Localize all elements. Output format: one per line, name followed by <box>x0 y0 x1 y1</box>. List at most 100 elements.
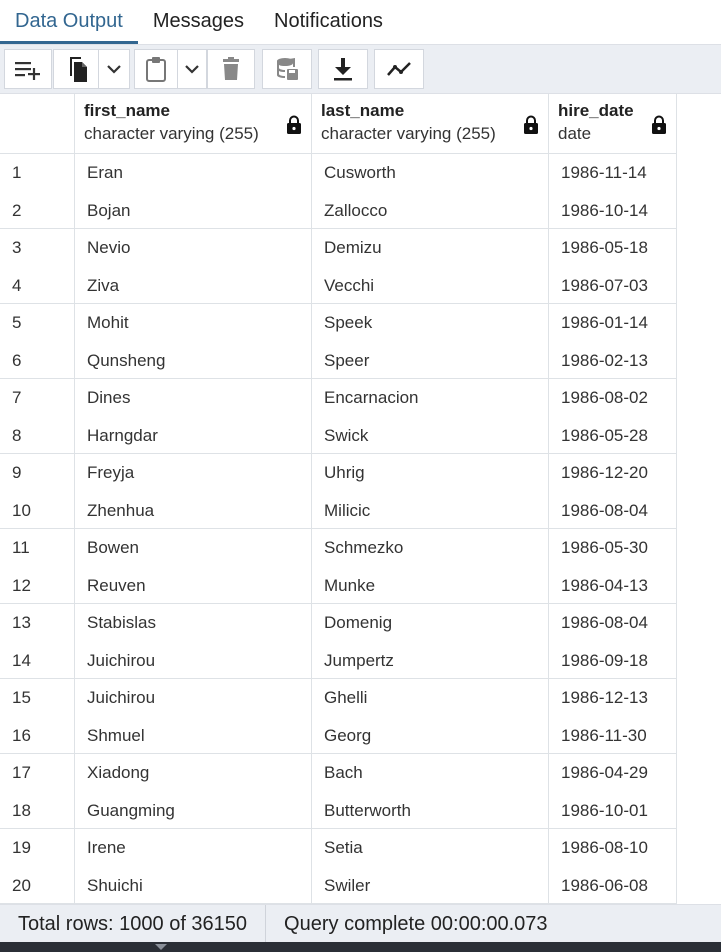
hire-date-cell[interactable]: 1986-09-18 <box>549 641 677 678</box>
row-number-cell[interactable]: 13 <box>0 604 75 642</box>
graph-visualiser-button[interactable] <box>374 49 424 89</box>
table-row[interactable]: 13 Stabislas Domenig 1986-08-04 <box>0 604 677 642</box>
last-name-cell[interactable]: Cusworth <box>312 154 549 192</box>
row-number-header[interactable] <box>0 94 75 154</box>
last-name-cell[interactable]: Speer <box>312 341 549 378</box>
row-number-cell[interactable]: 19 <box>0 829 75 867</box>
first-name-cell[interactable]: Shmuel <box>75 716 312 753</box>
table-row[interactable]: 11 Bowen Schmezko 1986-05-30 <box>0 529 677 567</box>
row-number-cell[interactable]: 4 <box>0 266 75 303</box>
last-name-cell[interactable]: Setia <box>312 829 549 867</box>
table-row[interactable]: 19 Irene Setia 1986-08-10 <box>0 829 677 867</box>
paste-options-dropdown[interactable] <box>177 49 207 89</box>
table-row[interactable]: 2 Bojan Zallocco 1986-10-14 <box>0 191 677 229</box>
tab-messages[interactable]: Messages <box>152 10 244 32</box>
last-name-cell[interactable]: Milicic <box>312 491 549 528</box>
table-row[interactable]: 6 Qunsheng Speer 1986-02-13 <box>0 341 677 379</box>
hire-date-cell[interactable]: 1986-05-18 <box>549 229 677 267</box>
paste-button[interactable] <box>134 49 178 89</box>
hire-date-cell[interactable]: 1986-08-10 <box>549 829 677 867</box>
row-number-cell[interactable]: 12 <box>0 566 75 603</box>
last-name-cell[interactable]: Swiler <box>312 866 549 903</box>
row-number-cell[interactable]: 6 <box>0 341 75 378</box>
first-name-cell[interactable]: Shuichi <box>75 866 312 903</box>
copy-button[interactable] <box>53 49 99 89</box>
first-name-cell[interactable]: Juichirou <box>75 641 312 678</box>
first-name-cell[interactable]: Stabislas <box>75 604 312 642</box>
table-row[interactable]: 3 Nevio Demizu 1986-05-18 <box>0 229 677 267</box>
first-name-cell[interactable]: Bowen <box>75 529 312 567</box>
column-header-last-name[interactable]: last_name character varying (255) <box>312 94 549 154</box>
row-number-cell[interactable]: 9 <box>0 454 75 492</box>
row-number-cell[interactable]: 20 <box>0 866 75 903</box>
row-number-cell[interactable]: 5 <box>0 304 75 342</box>
hire-date-cell[interactable]: 1986-12-20 <box>549 454 677 492</box>
last-name-cell[interactable]: Swick <box>312 416 549 453</box>
download-button[interactable] <box>318 49 368 89</box>
first-name-cell[interactable]: Qunsheng <box>75 341 312 378</box>
last-name-cell[interactable]: Demizu <box>312 229 549 267</box>
hire-date-cell[interactable]: 1986-08-02 <box>549 379 677 417</box>
first-name-cell[interactable]: Nevio <box>75 229 312 267</box>
hire-date-cell[interactable]: 1986-12-13 <box>549 679 677 717</box>
caret-down-icon[interactable] <box>155 944 167 950</box>
table-row[interactable]: 5 Mohit Speek 1986-01-14 <box>0 304 677 342</box>
first-name-cell[interactable]: Ziva <box>75 266 312 303</box>
tab-data-output[interactable]: Data Output <box>0 0 138 44</box>
row-number-cell[interactable]: 11 <box>0 529 75 567</box>
table-row[interactable]: 4 Ziva Vecchi 1986-07-03 <box>0 266 677 304</box>
last-name-cell[interactable]: Butterworth <box>312 791 549 828</box>
hire-date-cell[interactable]: 1986-06-08 <box>549 866 677 903</box>
row-number-cell[interactable]: 18 <box>0 791 75 828</box>
row-number-cell[interactable]: 16 <box>0 716 75 753</box>
hire-date-cell[interactable]: 1986-04-29 <box>549 754 677 792</box>
first-name-cell[interactable]: Guangming <box>75 791 312 828</box>
first-name-cell[interactable]: Reuven <box>75 566 312 603</box>
hire-date-cell[interactable]: 1986-01-14 <box>549 304 677 342</box>
last-name-cell[interactable]: Uhrig <box>312 454 549 492</box>
first-name-cell[interactable]: Bojan <box>75 191 312 228</box>
last-name-cell[interactable]: Vecchi <box>312 266 549 303</box>
table-row[interactable]: 20 Shuichi Swiler 1986-06-08 <box>0 866 677 904</box>
first-name-cell[interactable]: Dines <box>75 379 312 417</box>
hire-date-cell[interactable]: 1986-07-03 <box>549 266 677 303</box>
table-row[interactable]: 7 Dines Encarnacion 1986-08-02 <box>0 379 677 417</box>
row-number-cell[interactable]: 3 <box>0 229 75 267</box>
hire-date-cell[interactable]: 1986-08-04 <box>549 604 677 642</box>
column-header-hire-date[interactable]: hire_date date <box>549 94 677 154</box>
last-name-cell[interactable]: Ghelli <box>312 679 549 717</box>
hire-date-cell[interactable]: 1986-04-13 <box>549 566 677 603</box>
first-name-cell[interactable]: Harngdar <box>75 416 312 453</box>
table-row[interactable]: 9 Freyja Uhrig 1986-12-20 <box>0 454 677 492</box>
first-name-cell[interactable]: Juichirou <box>75 679 312 717</box>
last-name-cell[interactable]: Schmezko <box>312 529 549 567</box>
row-number-cell[interactable]: 7 <box>0 379 75 417</box>
tab-notifications[interactable]: Notifications <box>274 10 383 32</box>
copy-options-dropdown[interactable] <box>98 49 130 89</box>
row-number-cell[interactable]: 10 <box>0 491 75 528</box>
first-name-cell[interactable]: Eran <box>75 154 312 192</box>
table-row[interactable]: 16 Shmuel Georg 1986-11-30 <box>0 716 677 754</box>
hire-date-cell[interactable]: 1986-11-30 <box>549 716 677 753</box>
hire-date-cell[interactable]: 1986-08-04 <box>549 491 677 528</box>
row-number-cell[interactable]: 14 <box>0 641 75 678</box>
save-data-changes-button[interactable] <box>262 49 312 89</box>
hire-date-cell[interactable]: 1986-11-14 <box>549 154 677 192</box>
last-name-cell[interactable]: Bach <box>312 754 549 792</box>
table-row[interactable]: 12 Reuven Munke 1986-04-13 <box>0 566 677 604</box>
first-name-cell[interactable]: Freyja <box>75 454 312 492</box>
last-name-cell[interactable]: Speek <box>312 304 549 342</box>
table-row[interactable]: 17 Xiadong Bach 1986-04-29 <box>0 754 677 792</box>
column-header-first-name[interactable]: first_name character varying (255) <box>75 94 312 154</box>
first-name-cell[interactable]: Mohit <box>75 304 312 342</box>
table-row[interactable]: 14 Juichirou Jumpertz 1986-09-18 <box>0 641 677 679</box>
last-name-cell[interactable]: Domenig <box>312 604 549 642</box>
first-name-cell[interactable]: Zhenhua <box>75 491 312 528</box>
hire-date-cell[interactable]: 1986-05-28 <box>549 416 677 453</box>
add-row-button[interactable] <box>4 49 52 89</box>
row-number-cell[interactable]: 2 <box>0 191 75 228</box>
first-name-cell[interactable]: Xiadong <box>75 754 312 792</box>
last-name-cell[interactable]: Munke <box>312 566 549 603</box>
row-number-cell[interactable]: 8 <box>0 416 75 453</box>
first-name-cell[interactable]: Irene <box>75 829 312 867</box>
